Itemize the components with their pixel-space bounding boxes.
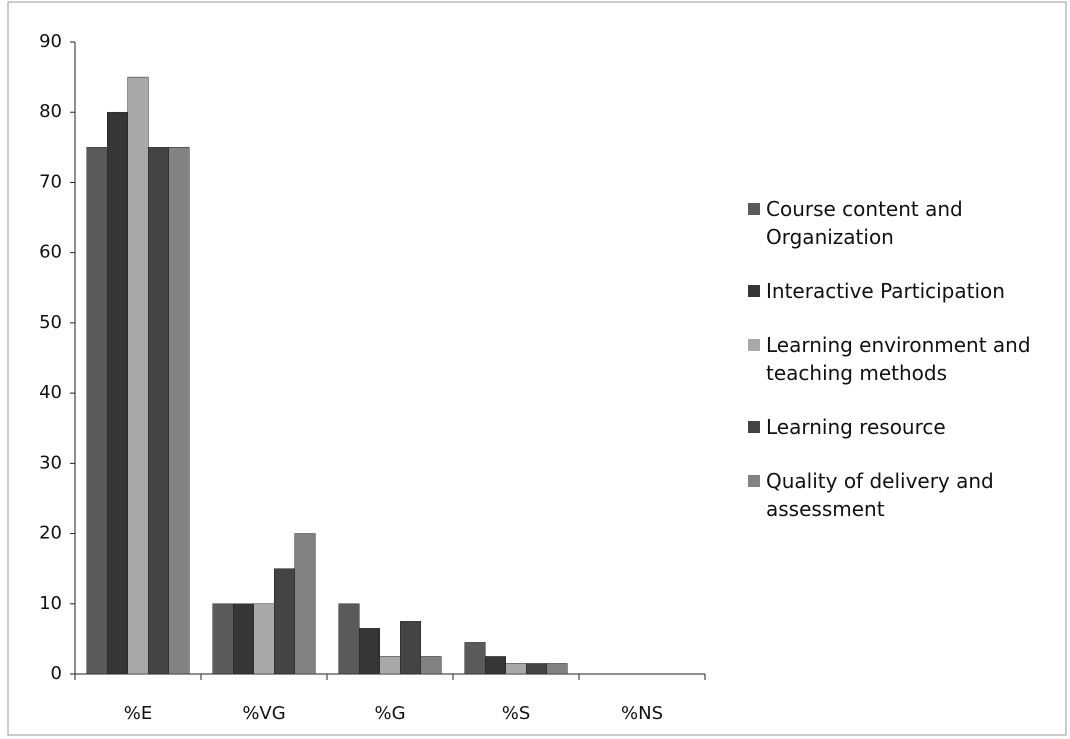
bar xyxy=(294,533,316,675)
bar xyxy=(485,656,506,675)
legend-label: Course content and Organization xyxy=(766,197,963,249)
bar xyxy=(420,656,442,675)
bar xyxy=(338,603,360,675)
y-tick-label: 40 xyxy=(39,382,62,403)
y-tick-label: 0 xyxy=(51,663,62,684)
bar xyxy=(546,663,568,675)
bar xyxy=(86,147,108,675)
legend-item: Learning resource xyxy=(748,413,1058,441)
y-tick-label: 30 xyxy=(39,452,62,473)
legend-label: Learning environment and teaching method… xyxy=(766,333,1031,385)
bar xyxy=(526,663,547,675)
x-tick-label: %NS xyxy=(621,703,663,724)
legend-item: Quality of delivery and assessment xyxy=(748,467,1058,523)
bar xyxy=(359,628,380,675)
bar xyxy=(168,147,190,675)
chart-border xyxy=(7,1,1067,736)
legend-swatch xyxy=(748,421,760,433)
y-tick-label: 80 xyxy=(39,101,62,122)
bar xyxy=(233,603,254,675)
bar xyxy=(212,603,234,675)
bar xyxy=(148,147,169,675)
legend-item: Learning environment and teaching method… xyxy=(748,331,1058,387)
bar xyxy=(107,111,128,675)
legend-swatch xyxy=(748,203,760,215)
legend-label: Learning resource xyxy=(766,415,946,439)
x-tick-label: %S xyxy=(502,703,531,724)
bar xyxy=(379,656,401,675)
bar xyxy=(464,642,486,675)
bar xyxy=(400,621,421,675)
y-tick-label: 60 xyxy=(39,242,62,263)
y-tick-label: 90 xyxy=(39,31,62,52)
x-tick-label: %E xyxy=(124,703,152,724)
legend-swatch xyxy=(748,285,760,297)
x-tick-label: %VG xyxy=(242,703,285,724)
legend: Course content and Organization Interacti… xyxy=(748,195,1058,549)
legend-item: Course content and Organization xyxy=(748,195,1058,251)
bar xyxy=(253,603,275,675)
legend-label: Interactive Participation xyxy=(766,279,1005,303)
legend-swatch xyxy=(748,339,760,351)
x-tick-label: %G xyxy=(374,703,405,724)
y-tick-label: 70 xyxy=(39,171,62,192)
legend-item: Interactive Participation xyxy=(748,277,1058,305)
legend-swatch xyxy=(748,475,760,487)
bar xyxy=(505,663,527,675)
bar xyxy=(127,76,149,675)
y-tick-label: 20 xyxy=(39,523,62,544)
legend-label: Quality of delivery and assessment xyxy=(766,469,994,521)
y-tick-label: 10 xyxy=(39,593,62,614)
bar xyxy=(274,568,295,675)
y-tick-label: 50 xyxy=(39,312,62,333)
